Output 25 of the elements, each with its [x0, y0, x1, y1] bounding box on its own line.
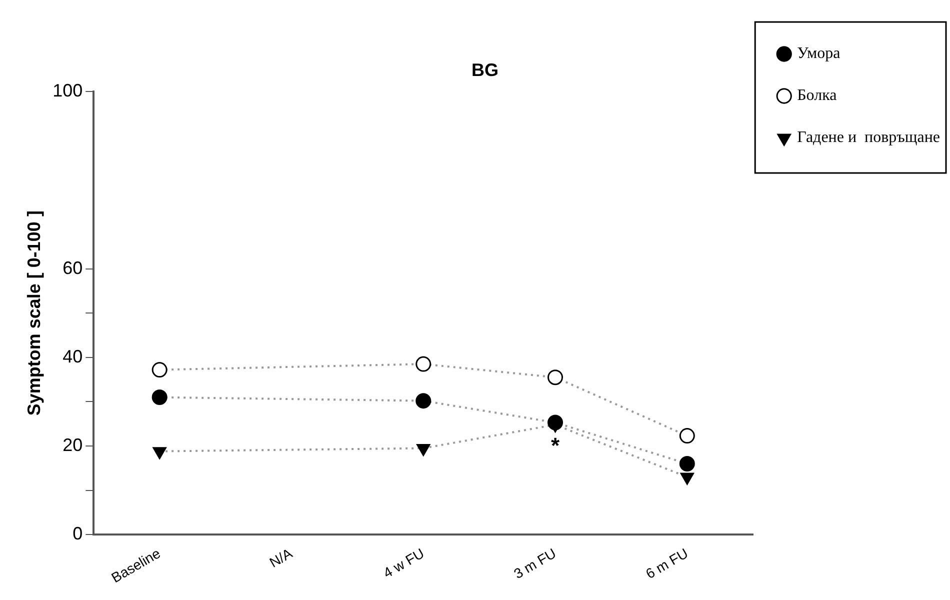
- chart-title: BG: [472, 60, 498, 80]
- point: [680, 472, 694, 485]
- legend-label: Гадене и повръщане: [797, 129, 940, 146]
- point: [548, 414, 564, 430]
- point: [152, 390, 168, 406]
- x-tick-label: 6 m FU: [642, 544, 691, 582]
- y-tick-label: 60: [62, 258, 83, 278]
- point: [416, 356, 432, 372]
- annotation: *: [550, 432, 560, 458]
- y-tick-label: 0: [72, 524, 83, 544]
- point: [416, 444, 430, 456]
- y-tick-label: 20: [62, 434, 83, 455]
- y-tick-label: 100: [52, 80, 83, 101]
- legend-label: Умора: [797, 45, 840, 62]
- y-tick-label: 40: [62, 346, 83, 366]
- x-tick-label: 3 m FU: [510, 544, 559, 582]
- point: [548, 370, 564, 386]
- y-axis-title: Symptom scale [ 0-100 ]: [24, 210, 44, 416]
- point: [416, 393, 432, 409]
- x-tick-label: N/A: [266, 544, 296, 570]
- x-tick-label: 4 w FU: [380, 544, 427, 581]
- point: [152, 362, 168, 378]
- legend-label: Болка: [797, 87, 837, 104]
- point: [152, 447, 166, 460]
- point: [679, 428, 695, 444]
